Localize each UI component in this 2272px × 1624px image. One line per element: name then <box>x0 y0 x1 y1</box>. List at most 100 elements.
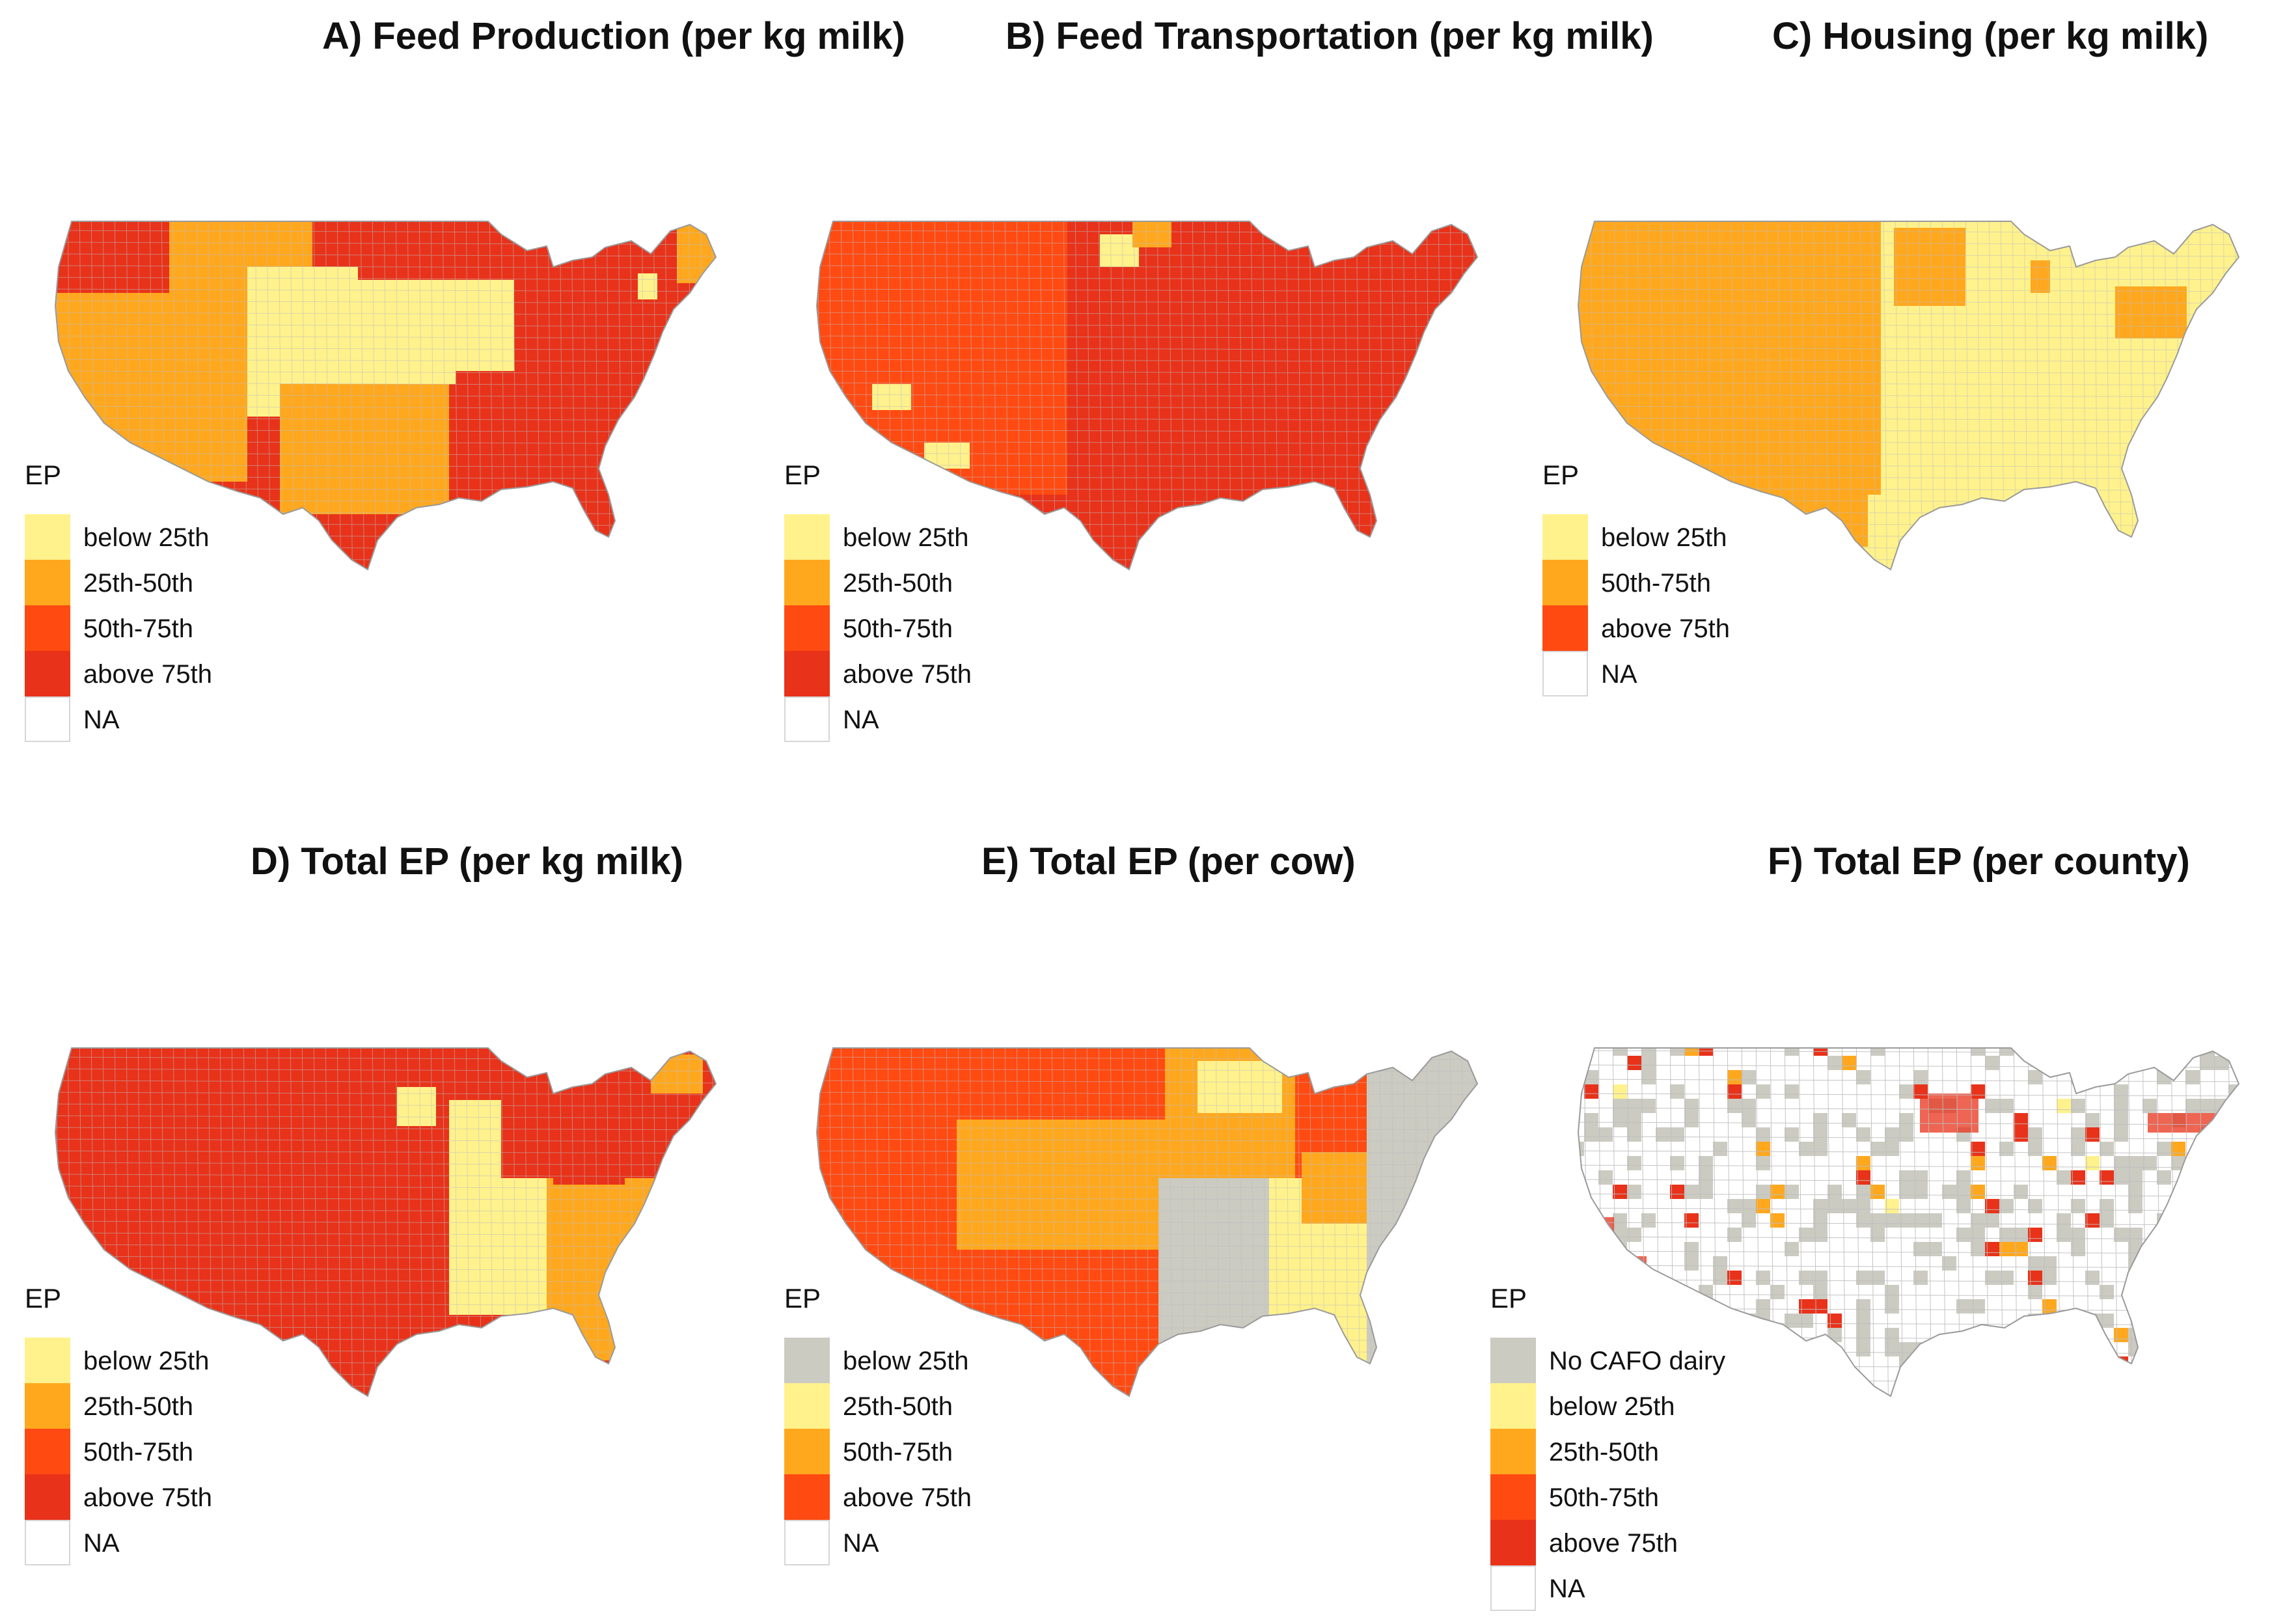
county-cell <box>1956 1199 1971 1213</box>
panel-f-title: F) Total EP (per county) <box>1768 840 2190 883</box>
county-cell <box>1785 1371 1799 1385</box>
map-region <box>1578 221 1868 547</box>
county-cell <box>1971 1142 1985 1156</box>
county-cell <box>1684 1299 1699 1314</box>
county-cell <box>1656 1127 1670 1142</box>
county-cell <box>1842 1113 1856 1127</box>
county-cell <box>1856 1314 1870 1328</box>
county-cell <box>1756 1185 1770 1199</box>
legend-swatch <box>1490 1429 1536 1474</box>
county-cell <box>2185 1156 2200 1170</box>
legend-label: NA <box>1601 660 1637 689</box>
county-cell <box>1971 1299 1985 1314</box>
county-cell <box>1584 1299 1598 1314</box>
county-cell <box>1899 1371 1913 1385</box>
county-cell <box>2200 1170 2214 1185</box>
county-cell <box>1913 1170 1928 1185</box>
county-cell <box>1684 1048 1699 1056</box>
legend-swatch <box>1490 1383 1536 1429</box>
county-cell <box>1613 1048 1627 1056</box>
county-cell <box>1613 1213 1627 1228</box>
legend-label: NA <box>843 706 879 734</box>
county-cell <box>1785 1185 1799 1199</box>
county-cell <box>2214 1299 2228 1314</box>
county-cell <box>1785 1048 1799 1056</box>
legend-swatch <box>1542 514 1588 560</box>
county-cell <box>2243 1070 2257 1084</box>
county-cell <box>2214 1228 2228 1242</box>
legend-title: EP <box>25 1283 62 1314</box>
county-cell <box>2200 1371 2214 1385</box>
county-cell <box>2200 1199 2214 1213</box>
map-region <box>1224 221 1477 547</box>
legend-label: 25th-50th <box>83 1392 194 1421</box>
county-cell <box>1699 1048 1713 1056</box>
county-cell <box>1727 1371 1742 1385</box>
map-region <box>677 225 716 283</box>
county-cell <box>2257 1070 2271 1084</box>
county-cell <box>1999 1099 2014 1113</box>
county-cell <box>1942 1356 1956 1371</box>
county-cell <box>2157 1170 2171 1185</box>
legend-title: EP <box>1542 460 1580 490</box>
county-cell <box>2243 1328 2257 1342</box>
county-cell <box>1842 1385 1856 1396</box>
panel-c-title: C) Housing (per kg milk) <box>1772 15 2209 57</box>
legend-swatch <box>784 1429 830 1474</box>
legend-swatch <box>25 651 70 696</box>
county-cell <box>1770 1185 1785 1199</box>
legend-swatch <box>784 696 830 742</box>
hotspot-region <box>1920 1094 1978 1133</box>
county-cell <box>1799 1228 1813 1242</box>
county-cell <box>1885 1299 1899 1314</box>
county-cell <box>1641 1048 1656 1056</box>
county-cell <box>2028 1199 2042 1213</box>
hotspot-region <box>1581 1217 1614 1263</box>
legend-label: 50th-75th <box>83 614 194 643</box>
county-cell <box>2100 1385 2114 1396</box>
legend-label: below 25th <box>83 523 210 552</box>
county-cell <box>2028 1070 2042 1084</box>
county-cell <box>2214 1170 2228 1185</box>
county-cell <box>1856 1199 1870 1213</box>
map-region <box>358 280 456 384</box>
map-region <box>1367 1178 1477 1373</box>
county-cell <box>2185 1185 2200 1199</box>
us-outline <box>54 1047 717 1397</box>
county-cell <box>1785 1127 1799 1142</box>
county-cell <box>1813 1228 1827 1242</box>
county-cell <box>1928 1356 1942 1371</box>
county-cell <box>2042 1328 2057 1342</box>
county-cell <box>1613 1099 1627 1113</box>
map-panel-b <box>815 221 1479 571</box>
county-cell <box>2085 1156 2100 1170</box>
legend-label: below 25th <box>1549 1392 1675 1421</box>
county-cell <box>1627 1228 1641 1242</box>
county-cell <box>2114 1084 2128 1099</box>
county-cell <box>1813 1199 1827 1213</box>
county-cell <box>1827 1056 1842 1070</box>
county-cell <box>1742 1356 1756 1371</box>
county-cell <box>1999 1048 2014 1056</box>
county-cell <box>1598 1314 1613 1328</box>
county-cell <box>2028 1142 2042 1156</box>
legend-label: above 75th <box>843 1483 972 1512</box>
county-cell <box>2028 1127 2042 1142</box>
county-cell <box>1999 1356 2014 1371</box>
county-cell <box>1885 1285 1899 1299</box>
legend-swatch <box>784 1338 830 1383</box>
county-cell <box>2128 1199 2142 1213</box>
county-cell <box>1684 1185 1699 1199</box>
county-cell <box>1813 1113 1827 1127</box>
county-cell <box>1727 1084 1742 1099</box>
legend-title: EP <box>784 1283 821 1314</box>
county-cell <box>1813 1127 1827 1142</box>
map-region <box>651 1054 703 1094</box>
county-cell <box>2200 1185 2214 1199</box>
legend-label: NA <box>1549 1575 1585 1603</box>
county-cell <box>2085 1314 2100 1328</box>
legend-label: 25th-50th <box>843 1392 953 1421</box>
county-cell <box>1870 1142 1885 1156</box>
county-cell <box>1699 1185 1713 1199</box>
county-cell <box>2071 1127 2085 1142</box>
